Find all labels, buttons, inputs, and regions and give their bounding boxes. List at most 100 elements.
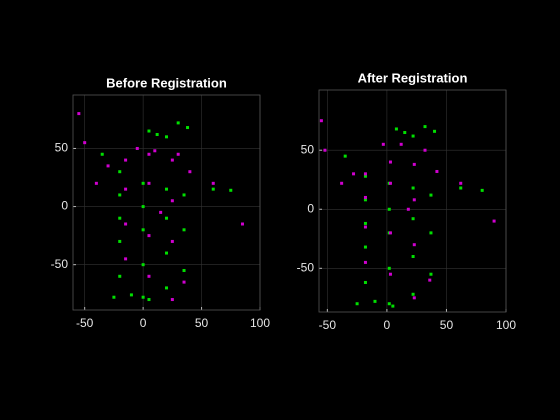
point <box>399 142 403 146</box>
x-tick-label: 0 <box>384 318 391 332</box>
point <box>147 274 151 278</box>
y-tick-label: 50 <box>55 141 69 155</box>
point <box>170 239 174 243</box>
point <box>388 231 392 235</box>
y-tick-label: 0 <box>61 199 68 213</box>
point <box>412 198 416 202</box>
point <box>165 286 168 290</box>
point <box>319 119 323 123</box>
point <box>182 268 186 272</box>
point <box>100 152 104 156</box>
point <box>147 152 151 156</box>
point <box>170 158 174 162</box>
point <box>387 302 391 306</box>
y-tick-label: 0 <box>307 201 314 215</box>
point <box>118 193 122 197</box>
point <box>118 216 122 220</box>
point <box>352 172 356 176</box>
point <box>492 219 496 223</box>
y-tick-label: -50 <box>297 260 315 274</box>
point <box>381 142 385 146</box>
y-tick-label: -50 <box>51 257 69 271</box>
point <box>182 280 186 284</box>
point <box>388 160 392 164</box>
point <box>112 295 116 299</box>
point <box>182 228 186 232</box>
point <box>411 134 415 138</box>
point <box>429 272 433 276</box>
point <box>176 121 180 125</box>
point <box>124 222 128 226</box>
point <box>155 133 159 137</box>
point <box>363 260 367 264</box>
point <box>459 186 463 190</box>
point <box>423 148 427 152</box>
point <box>118 170 122 174</box>
point <box>363 195 367 199</box>
point <box>411 217 415 221</box>
point <box>211 187 215 191</box>
point <box>343 154 347 158</box>
point <box>363 280 367 284</box>
point <box>459 181 463 185</box>
x-tick-label: 0 <box>140 316 147 330</box>
point <box>141 205 145 209</box>
x-tick-label: -50 <box>319 318 337 332</box>
point <box>387 207 391 211</box>
point <box>165 216 168 220</box>
point <box>129 293 133 297</box>
point <box>433 129 437 133</box>
point <box>412 296 416 300</box>
point <box>159 210 163 214</box>
point <box>124 257 128 261</box>
point <box>77 112 81 116</box>
point <box>387 266 391 270</box>
point <box>141 228 145 232</box>
point <box>363 225 367 229</box>
point <box>388 181 392 185</box>
point <box>182 193 186 197</box>
point <box>429 231 433 235</box>
point <box>124 158 128 162</box>
point <box>394 127 398 131</box>
x-tick-label: 100 <box>496 318 516 332</box>
point <box>388 272 392 276</box>
x-tick-label: -50 <box>76 316 94 330</box>
point <box>186 126 190 130</box>
point <box>363 172 367 176</box>
point <box>355 302 359 306</box>
point <box>423 125 427 129</box>
point <box>147 298 151 302</box>
point <box>480 188 484 192</box>
axes-box <box>72 94 261 311</box>
x-tick-label: 50 <box>195 316 209 330</box>
point <box>323 148 327 152</box>
point <box>118 239 122 243</box>
point <box>429 193 433 197</box>
point <box>363 221 367 225</box>
point <box>363 174 367 178</box>
point <box>412 243 416 247</box>
point <box>147 181 151 185</box>
point <box>165 135 168 139</box>
point <box>147 234 151 238</box>
y-tick-label: 50 <box>301 142 315 156</box>
point <box>229 188 233 192</box>
point <box>165 187 168 191</box>
point <box>135 146 139 150</box>
point <box>153 149 157 153</box>
point <box>340 181 344 185</box>
point <box>141 181 145 185</box>
point <box>403 131 407 135</box>
point <box>188 170 192 174</box>
point <box>124 187 128 191</box>
point <box>170 199 174 203</box>
point <box>406 207 410 211</box>
point <box>240 222 244 226</box>
point <box>373 299 377 303</box>
point <box>170 298 174 302</box>
chart-title: After Registration <box>358 70 468 85</box>
point <box>412 162 416 166</box>
chart-title: Before Registration <box>106 75 227 90</box>
